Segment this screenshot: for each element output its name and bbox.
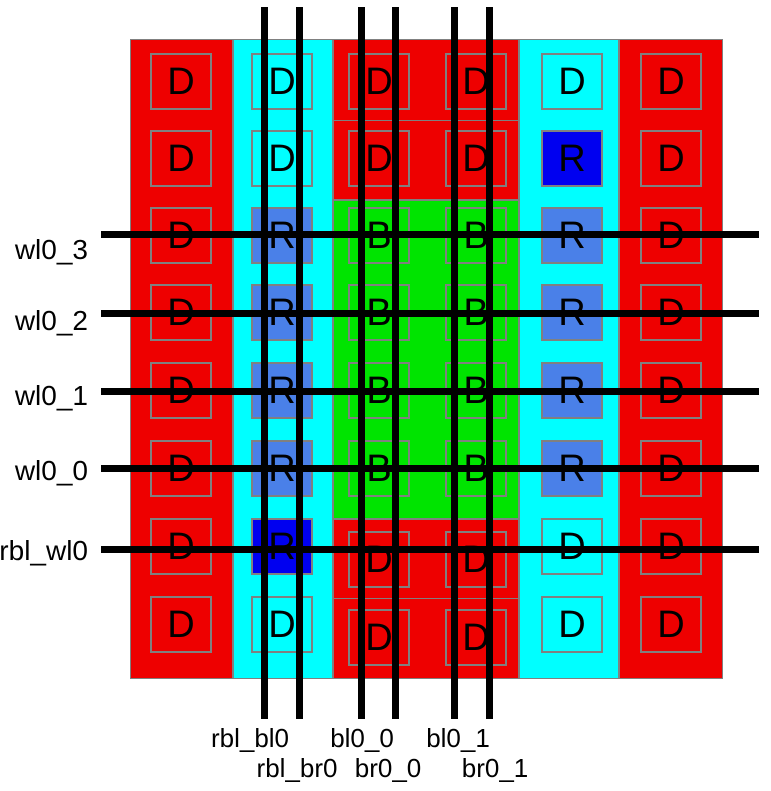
cell-letter: D (365, 137, 393, 180)
cell-letter: D (268, 60, 296, 103)
cell-letter: D (657, 603, 685, 646)
cell-dummy-r1-c1: D (251, 130, 313, 187)
bitline-label-br0_0: br0_0 (354, 753, 422, 783)
cell-letter: D (462, 137, 490, 180)
cell-dummy-r7-c0: D (150, 596, 212, 653)
cell-dummy-r1-c5: D (640, 130, 702, 187)
dummy-block-row-divider (334, 598, 518, 599)
cell-dummy-r0-c0: D (150, 53, 212, 110)
cell-dummy-r7-c3: D (445, 609, 507, 666)
cell-letter: D (365, 60, 393, 103)
wordline-label-wl0_3: wl0_3 (14, 234, 88, 265)
wordline-wire-wl0_2 (101, 310, 759, 317)
cell-dummy-r0-c5: D (640, 53, 702, 110)
bitline-wire-rbl_bl0 (261, 7, 268, 719)
cell-dummy-r7-c2: D (348, 609, 410, 666)
wordline-label-wl0_2: wl0_2 (14, 305, 88, 336)
cell-letter: D (657, 137, 685, 180)
cell-letter: D (167, 137, 195, 180)
bitline-label-bl0_1: bl0_1 (426, 723, 490, 753)
cell-dummy-r0-c3: D (445, 53, 507, 110)
wordline-wire-wl0_1 (101, 388, 759, 395)
cell-letter: D (462, 616, 490, 659)
cell-letter: D (558, 60, 586, 103)
wordline-wire-wl0_0 (101, 465, 759, 472)
wordline-wire-rbl_wl0 (101, 546, 759, 553)
bitline-label-rbl_bl0: rbl_bl0 (210, 723, 290, 753)
cell-letter: D (558, 603, 586, 646)
bitline-wire-br0_0 (392, 7, 399, 719)
cell-letter: D (268, 603, 296, 646)
cell-dummy-r7-c1: D (251, 596, 313, 653)
dummy-block-row-divider (334, 120, 518, 121)
cell-dummy-r7-c5: D (640, 596, 702, 653)
bitline-label-br0_1: br0_1 (461, 753, 529, 783)
bitline-label-rbl_br0: rbl_br0 (256, 753, 338, 783)
bitline-wire-bl0_1 (451, 7, 458, 719)
cell-dummy-r1-c0: D (150, 130, 212, 187)
cell-dummy-r0-c2: D (348, 53, 410, 110)
wordline-label-wl0_1: wl0_1 (14, 380, 88, 411)
cell-letter: D (365, 616, 393, 659)
wordline-label-wl0_0: wl0_0 (14, 455, 88, 486)
bitline-wire-rbl_br0 (296, 7, 303, 719)
cell-letter: R (558, 137, 586, 180)
cell-dummy-r1-c3: D (445, 130, 507, 187)
dummy-column-right-block (619, 39, 723, 679)
cell-dummy-r7-c4: D (541, 596, 603, 653)
bitline-wire-br0_1 (486, 7, 493, 719)
cell-letter: D (657, 60, 685, 103)
wordline-wire-wl0_3 (101, 231, 759, 238)
cell-dummy-r1-c2: D (348, 130, 410, 187)
cell-letter: D (167, 60, 195, 103)
cell-letter: D (167, 603, 195, 646)
bitline-wire-bl0_0 (358, 7, 365, 719)
dummy-column-left-block (130, 39, 233, 679)
wordline-label-rbl_wl0: rbl_wl0 (0, 535, 88, 566)
cell-dummy-r0-c4: D (541, 53, 603, 110)
bitline-label-bl0_0: bl0_0 (330, 723, 394, 753)
cell-letter: D (462, 60, 490, 103)
cell-dummy-r0-c1: D (251, 53, 313, 110)
cell-replica-r1-c4: R (541, 130, 603, 187)
cell-letter: D (268, 137, 296, 180)
